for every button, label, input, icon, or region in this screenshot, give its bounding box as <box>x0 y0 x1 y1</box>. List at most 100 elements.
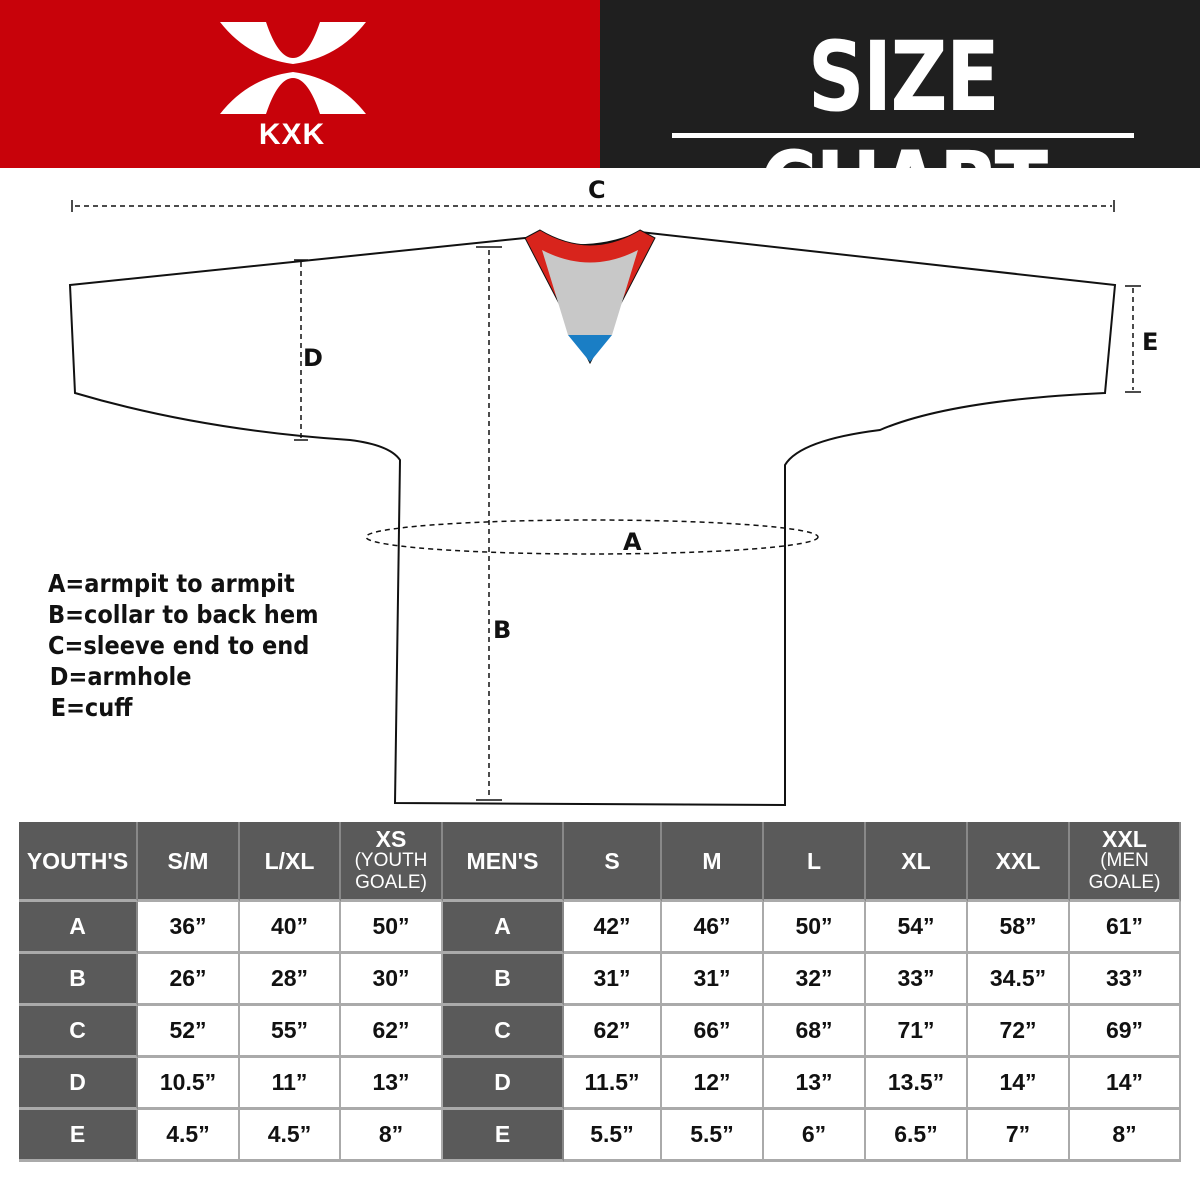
header-main: MEN'S <box>466 847 539 874</box>
header-main: S/M <box>167 847 209 874</box>
table-cell: 72” <box>968 1006 1070 1058</box>
table-cell: 26” <box>138 954 240 1006</box>
legend-item: E=cuff <box>50 693 133 722</box>
table-cell: 62” <box>341 1006 443 1058</box>
header-main: XL <box>901 847 931 874</box>
header-main: M <box>702 847 722 874</box>
table-cell: 28” <box>240 954 341 1006</box>
label-d: D <box>303 344 323 372</box>
column-header: XXL <box>968 822 1070 902</box>
table-cell: 13” <box>764 1058 866 1110</box>
column-header: S/M <box>138 822 240 902</box>
page-title: SIZE CHART <box>759 21 1048 243</box>
table-cell: 13” <box>341 1058 443 1110</box>
row-label: B <box>443 954 564 1006</box>
legend-item: A=armpit to armpit <box>48 569 295 598</box>
size-table: YOUTH'S S/M L/XL XS (YOUTH GOALE) MEN'S S M L XL X… <box>19 822 1181 1162</box>
header-sub: (YOUTH GOALE) <box>354 849 428 893</box>
table-row: A 36” 40” 50” A 42” 46” 50” 54” 58” 61” <box>19 902 1181 954</box>
table-cell: 40” <box>240 902 341 954</box>
table-cell: 14” <box>968 1058 1070 1110</box>
table-cell: 42” <box>564 902 662 954</box>
table-cell: 54” <box>866 902 968 954</box>
table-cell: 33” <box>1070 954 1181 1006</box>
table-header-row: YOUTH'S S/M L/XL XS (YOUTH GOALE) MEN'S S M L XL X… <box>19 822 1181 902</box>
table-cell: 50” <box>341 902 443 954</box>
table-cell: 13.5” <box>866 1058 968 1110</box>
table-cell: 8” <box>1070 1110 1181 1162</box>
measurement-legend: A=armpit to armpit B=collar to back hem … <box>48 568 319 723</box>
table-row: B 26” 28” 30” B 31” 31” 32” 33” 34.5” 33” <box>19 954 1181 1006</box>
label-a: A <box>623 528 642 556</box>
table-cell: 7” <box>968 1110 1070 1162</box>
table-cell: 62” <box>564 1006 662 1058</box>
column-header: XL <box>866 822 968 902</box>
table-cell: 11” <box>240 1058 341 1110</box>
header-main: XXL <box>995 847 1041 874</box>
row-label: E <box>443 1110 564 1162</box>
table-cell: 14” <box>1070 1058 1181 1110</box>
header-main: S <box>604 847 620 874</box>
row-label: C <box>443 1006 564 1058</box>
table-cell: 36” <box>138 902 240 954</box>
header-main: XS <box>375 825 407 852</box>
column-header: XS (YOUTH GOALE) <box>341 822 443 902</box>
logo-text: KXK <box>258 118 326 151</box>
row-label: D <box>19 1058 138 1110</box>
row-label: A <box>19 902 138 954</box>
jersey-diagram <box>68 200 1141 807</box>
row-label: E <box>19 1110 138 1162</box>
column-header: MEN'S <box>443 822 564 902</box>
table-cell: 50” <box>764 902 866 954</box>
table-row: E 4.5” 4.5” 8” E 5.5” 5.5” 6” 6.5” 7” 8” <box>19 1110 1181 1162</box>
row-label: D <box>443 1058 564 1110</box>
row-label: C <box>19 1006 138 1058</box>
header-brand-panel <box>0 0 600 168</box>
table-cell: 33” <box>866 954 968 1006</box>
column-header: XXL (MEN GOALE) <box>1070 822 1181 902</box>
table-cell: 5.5” <box>662 1110 764 1162</box>
legend-item: C=sleeve end to end <box>48 631 310 660</box>
header-title-panel <box>600 0 1200 168</box>
kxk-logo-icon <box>220 22 366 114</box>
header-main: L <box>806 847 822 874</box>
table-row: C 52” 55” 62” C 62” 66” 68” 71” 72” 69” <box>19 1006 1181 1058</box>
table-cell: 11.5” <box>564 1058 662 1110</box>
row-label: B <box>19 954 138 1006</box>
table-cell: 6” <box>764 1110 866 1162</box>
table-cell: 30” <box>341 954 443 1006</box>
column-header: L <box>764 822 866 902</box>
header-sub: (MEN GOALE) <box>1088 849 1161 893</box>
title-underline <box>672 133 1134 138</box>
table-cell: 12” <box>662 1058 764 1110</box>
label-c: C <box>588 176 606 204</box>
column-header: M <box>662 822 764 902</box>
table-cell: 34.5” <box>968 954 1070 1006</box>
table-cell: 71” <box>866 1006 968 1058</box>
table-cell: 31” <box>564 954 662 1006</box>
table-cell: 55” <box>240 1006 341 1058</box>
table-cell: 58” <box>968 902 1070 954</box>
label-b: B <box>493 616 512 644</box>
table-cell: 5.5” <box>564 1110 662 1162</box>
column-header: S <box>564 822 662 902</box>
label-e: E <box>1142 328 1159 356</box>
table-cell: 4.5” <box>240 1110 341 1162</box>
table-cell: 8” <box>341 1110 443 1162</box>
column-header: YOUTH'S <box>19 822 138 902</box>
table-cell: 68” <box>764 1006 866 1058</box>
table-cell: 46” <box>662 902 764 954</box>
header-main: L/XL <box>264 847 315 874</box>
table-cell: 31” <box>662 954 764 1006</box>
header-main: XXL <box>1102 825 1147 852</box>
table-cell: 66” <box>662 1006 764 1058</box>
table-cell: 52” <box>138 1006 240 1058</box>
legend-item: B=collar to back hem <box>48 600 319 629</box>
header-main: YOUTH'S <box>26 847 129 874</box>
table-cell: 32” <box>764 954 866 1006</box>
table-cell: 61” <box>1070 902 1181 954</box>
table-row: D 10.5” 11” 13” D 11.5” 12” 13” 13.5” 14” 14” <box>19 1058 1181 1110</box>
table-cell: 69” <box>1070 1006 1181 1058</box>
column-header: L/XL <box>240 822 341 902</box>
row-label: A <box>443 902 564 954</box>
